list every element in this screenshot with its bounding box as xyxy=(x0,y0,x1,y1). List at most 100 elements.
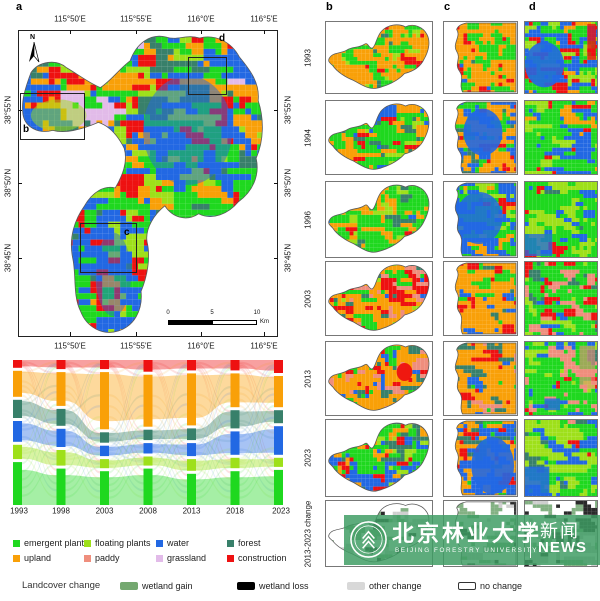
inset-box-b xyxy=(20,93,85,140)
change-legend-item-0: wetland gain xyxy=(120,581,193,591)
legend-swatch-upland xyxy=(13,554,20,562)
legend-swatch-water xyxy=(156,539,163,547)
change-legend-title: Landcover change xyxy=(22,580,101,591)
map-cell-c-1996 xyxy=(443,181,518,258)
legend-swatch-floating xyxy=(84,539,91,547)
map-a-right-axis-label: 38°50'N xyxy=(283,168,293,198)
sankey-year-label: 1993 xyxy=(10,506,28,516)
change-legend-label: wetland loss xyxy=(259,581,309,591)
landcover-map-c-1994 xyxy=(454,101,517,174)
legend-swatch-forest xyxy=(227,539,234,547)
map-a-left-tick xyxy=(18,110,22,111)
map-cell-d-1994 xyxy=(524,100,598,175)
scalebar-tick-5: 5 xyxy=(210,310,214,316)
map-a-bottom-tick xyxy=(201,332,202,336)
panel-d-label: d xyxy=(529,1,536,13)
sankey-year-label: 2023 xyxy=(272,506,290,516)
news-label-en: NEWS xyxy=(538,539,587,556)
watermark-banner: 北京林业大学 BEIJING FORESTRY UNIVERSITY 新闻 NE… xyxy=(344,515,600,565)
map-a-right-axis-label: 38°55'N xyxy=(283,95,293,125)
landcover-map-c-1993 xyxy=(454,22,517,93)
university-seal-icon xyxy=(350,521,387,558)
legend-swatch-emergent xyxy=(13,539,20,547)
map-a-top-tick xyxy=(70,30,71,34)
sankey-year-label: 2018 xyxy=(226,506,244,516)
map-a-top-axis-label: 116°0'E xyxy=(187,14,215,24)
panel-b-label: b xyxy=(326,1,333,13)
legend-label: construction xyxy=(238,553,287,563)
landcover-map-c-2023 xyxy=(454,420,517,496)
row-label-1994: 1994 xyxy=(303,128,313,147)
map-cell-d-2023 xyxy=(524,419,598,497)
legend-label: forest xyxy=(238,538,261,548)
north-arrow-icon xyxy=(29,42,40,63)
scalebar-tick-10: 10 xyxy=(253,310,261,316)
map-a-right-tick xyxy=(274,110,278,111)
landcover-map-b-2023 xyxy=(328,422,430,492)
map-a-bottom-axis-label: 116°5'E xyxy=(250,341,278,351)
sankey-year-label: 2008 xyxy=(139,506,157,516)
map-a-top-axis-label: 115°50'E xyxy=(54,14,86,24)
map-a-top-tick xyxy=(201,30,202,34)
landcover-map-b-2013 xyxy=(328,344,430,411)
landcover-map-b-1993 xyxy=(328,24,430,89)
scalebar-tick-0: 0 xyxy=(166,310,170,316)
map-a-right-tick xyxy=(274,258,278,259)
map-cell-b-2003 xyxy=(325,261,433,336)
inset-box-c xyxy=(80,223,137,273)
legend-item-grassland: grassland xyxy=(156,553,206,563)
legend-label: paddy xyxy=(95,553,120,563)
legend-label: upland xyxy=(24,553,52,563)
row-label-2023: 2023 xyxy=(303,449,313,467)
row-label-2003: 2003 xyxy=(303,289,313,308)
row-label-2013: 2013 xyxy=(303,369,313,388)
landcover-map-d-1993 xyxy=(525,22,597,93)
inset-label-d: d xyxy=(219,33,226,44)
map-cell-c-2023 xyxy=(443,419,518,497)
sankey-year-label: 2003 xyxy=(95,506,114,516)
map-a-right-tick xyxy=(274,183,278,184)
legend-label: water xyxy=(167,538,190,548)
map-a-bottom-axis-label: 115°50'E xyxy=(54,341,86,351)
legend-item-emergent: emergent plants xyxy=(13,538,89,548)
map-a-left-axis-label: 38°45'N xyxy=(3,243,13,273)
panel-a-label: a xyxy=(16,1,23,13)
map-cell-b-1996 xyxy=(325,181,433,258)
change-legend-swatch-0 xyxy=(120,582,138,590)
landcover-map-d-1994 xyxy=(525,101,597,174)
landcover-map-b-1994 xyxy=(328,103,430,170)
legend-label: floating plants xyxy=(95,538,151,548)
landcover-map-d-2023 xyxy=(525,420,597,496)
map-a-frame xyxy=(18,30,278,337)
map-a-bottom-axis-label: 115°55'E xyxy=(120,341,152,351)
legend-label: emergent plants xyxy=(24,538,89,548)
map-cell-c-2003 xyxy=(443,261,518,336)
map-a-bottom-tick xyxy=(70,332,71,336)
map-a-top-axis-label: 115°55'E xyxy=(120,14,152,24)
legend-item-paddy: paddy xyxy=(84,553,120,563)
change-legend-item-1: wetland loss xyxy=(237,581,309,591)
landcover-map-c-2003 xyxy=(454,262,517,335)
map-a-right-axis-label: 38°45'N xyxy=(283,243,293,273)
scalebar-white-segment xyxy=(212,320,257,325)
change-legend-swatch-2 xyxy=(347,582,365,590)
landcover-map-d-1996 xyxy=(525,182,597,257)
legend-label: grassland xyxy=(167,553,207,563)
map-cell-d-1993 xyxy=(524,21,598,94)
inset-label-b: b xyxy=(23,124,30,135)
map-cell-d-1996 xyxy=(524,181,598,258)
north-label: N xyxy=(30,34,36,41)
map-cell-b-1994 xyxy=(325,100,433,175)
map-cell-b-2023 xyxy=(325,419,433,497)
map-a-top-axis-label: 116°5'E xyxy=(250,14,278,24)
legend-swatch-grassland xyxy=(156,554,163,562)
map-cell-d-2013 xyxy=(524,341,598,416)
map-a-left-tick xyxy=(18,183,22,184)
sankey-year-label: 2013 xyxy=(182,506,201,516)
change-legend-swatch-1 xyxy=(237,582,255,590)
map-a-left-tick xyxy=(18,258,22,259)
map-a-left-axis-label: 38°55'N xyxy=(3,95,13,125)
legend-item-construction: construction xyxy=(227,553,287,563)
map-a-bottom-axis-label: 116°0'E xyxy=(187,341,215,351)
map-cell-c-2013 xyxy=(443,341,518,416)
